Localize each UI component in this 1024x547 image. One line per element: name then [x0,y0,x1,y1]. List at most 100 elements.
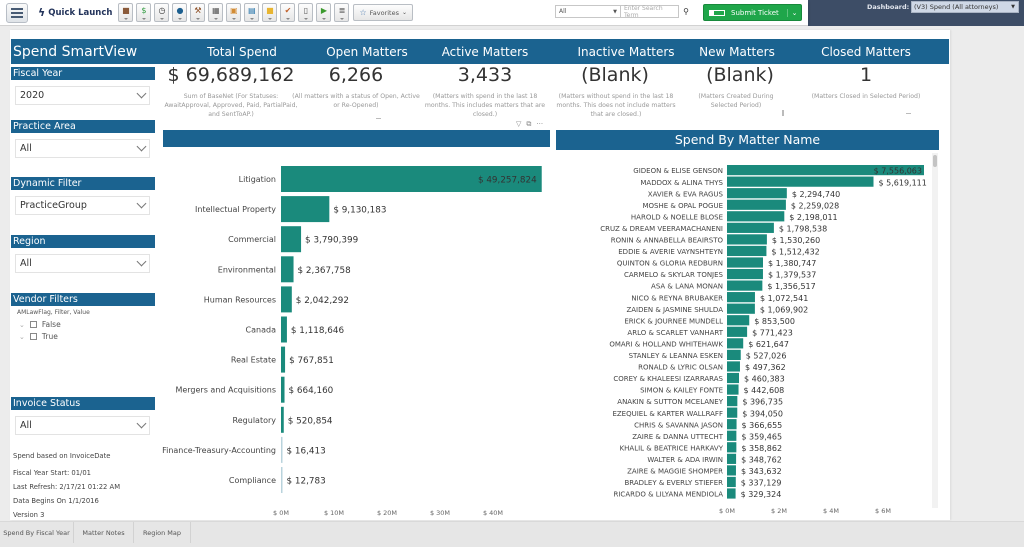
bar[interactable] [727,349,741,360]
bar[interactable] [727,199,786,210]
bar[interactable] [727,453,737,464]
practice-area-dropdown[interactable]: All [15,139,150,158]
bar[interactable] [727,292,755,303]
bar[interactable] [727,465,736,476]
bar[interactable] [727,234,767,245]
quick-launch-dollar-button[interactable]: $ [136,3,152,22]
quick-launch-play-button[interactable]: ▶ [316,3,332,22]
quick-launch-clock-button[interactable]: ◷ [154,3,170,22]
report-page-tabs: Spend By Fiscal Year Matter Notes Region… [0,521,1024,547]
x-tick-label: $ 0M [273,509,289,517]
vendor-filter-option[interactable]: ⌄ False [19,320,61,329]
submit-ticket-dropdown[interactable]: ⌄ [787,8,801,17]
bar[interactable] [727,222,774,233]
bar[interactable] [281,226,302,253]
x-tick-label: $ 10M [324,509,344,517]
bar[interactable] [727,303,755,314]
bar[interactable] [727,176,874,187]
bar[interactable] [281,256,294,283]
bar[interactable] [727,372,740,384]
quick-launch-database-button[interactable]: ≣ [334,3,350,22]
quick-launch-note-button[interactable]: ■ [262,3,278,22]
category-label: ZAIDEN & JASMINE SHULDA [626,306,723,314]
data-label: $ 497,362 [745,363,786,372]
quick-launch-document-button[interactable]: ▯ [298,3,314,22]
bar[interactable] [727,188,787,199]
checkbox[interactable] [29,333,37,340]
category-label: NICO & REYNA BRUBAKER [631,294,723,302]
bar[interactable] [727,407,738,418]
x-tick-label: $ 0M [719,507,735,515]
bar[interactable] [727,396,738,407]
tab-region-map[interactable]: Region Map [134,522,191,543]
bar[interactable] [281,316,287,343]
region-dropdown[interactable]: All [15,254,150,273]
tab-spend-by-fiscal-year[interactable]: Spend By Fiscal Year [0,522,74,543]
vendor-filter-option[interactable]: ⌄ True [19,332,58,341]
submit-ticket-button[interactable]: Submit Ticket ⌄ [703,4,802,21]
bar[interactable] [281,166,542,192]
dashboard-select[interactable]: (V3) Spend (All attorneys) ▼ [911,1,1019,13]
matter-chart-header: Spend By Matter Name [556,130,939,150]
category-label: Regulatory [233,416,277,425]
data-label: $ 767,851 [289,356,334,366]
favorites-button[interactable]: ☆ Favorites ⌄ [353,4,414,21]
bar[interactable] [727,268,763,280]
quick-launch-table-button[interactable]: ▦ [208,3,224,22]
bar[interactable] [727,257,763,268]
bar[interactable] [727,384,739,395]
fiscal-year-dropdown[interactable]: 2020 [15,86,150,105]
bar[interactable] [727,442,737,453]
hamburger-menu-button[interactable] [6,2,28,23]
bar[interactable] [727,338,744,349]
bar[interactable] [727,430,737,441]
dynamic-filter-dropdown[interactable]: PracticeGroup [15,196,150,215]
bar[interactable] [727,165,924,176]
note-version: Version 3 [13,511,45,519]
search-input[interactable]: Enter Search Term [621,5,679,19]
more-options-icon[interactable]: ··· [536,120,544,128]
quick-launch-gavel-button[interactable]: ⚒ [190,3,206,22]
invoice-status-dropdown[interactable]: All [15,416,150,435]
practice-area-value: All [20,143,32,154]
quick-launch-button[interactable]: ϟ Quick Launch [38,6,112,19]
bar[interactable] [281,286,292,313]
bar[interactable] [727,476,736,488]
expand-chevron-icon[interactable]: ⌄ [19,320,25,329]
bar[interactable] [281,196,330,223]
bar[interactable] [727,361,740,372]
data-label: $ 359,465 [741,432,782,441]
chart-scrollbar-thumb[interactable] [933,155,937,167]
category-label: WALTER & ADA IRWIN [647,456,723,464]
quick-launch-person-button[interactable]: ● [172,3,188,22]
bar[interactable] [281,346,286,373]
bar[interactable] [727,245,767,257]
bar[interactable] [727,419,737,430]
search-icon[interactable]: ⚲ [683,7,689,16]
quick-launch-briefcase-button[interactable]: ■ [118,3,134,22]
category-label: RICARDO & LILYANA MENDIOLA [614,491,724,499]
category-label: MADDOX & ALINA THYS [640,179,723,187]
data-label: $ 329,324 [741,490,782,499]
bar[interactable] [727,326,748,337]
bar[interactable] [281,376,285,403]
chart-scrollbar-track[interactable] [932,153,938,508]
quick-launch-contact-card-button[interactable]: ▤ [244,3,260,22]
bar[interactable] [281,436,283,463]
search-scope-select[interactable]: All ▼ [555,5,621,18]
quick-launch-calendar-button[interactable]: ▣ [226,3,242,22]
bar[interactable] [281,406,284,433]
checkbox[interactable] [29,321,37,328]
filter-icon[interactable]: ▽ [516,120,522,128]
expand-chevron-icon[interactable]: ⌄ [19,332,25,341]
bar[interactable] [727,280,763,291]
bar[interactable] [727,488,736,499]
bar[interactable] [727,211,785,222]
bar[interactable] [727,315,750,326]
bar[interactable] [281,467,283,493]
tab-matter-notes[interactable]: Matter Notes [74,522,134,543]
slicer-header-invoice-status: Invoice Status [11,397,155,410]
quick-launch-checkmark-button[interactable]: ✔ [280,3,296,22]
focus-mode-icon[interactable]: ⧉ [526,120,532,128]
x-tick-label: $ 40M [483,509,503,517]
